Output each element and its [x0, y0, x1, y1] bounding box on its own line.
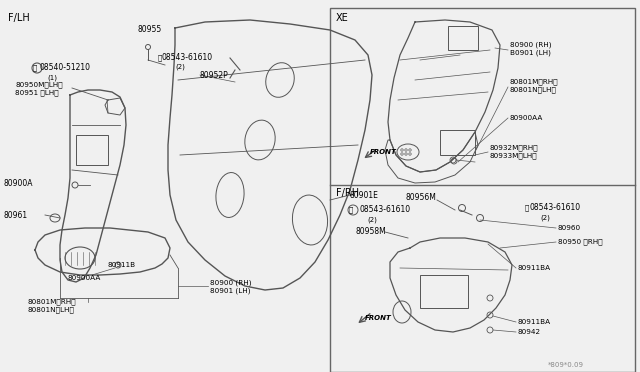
Text: 80801M＼RH＞: 80801M＼RH＞	[28, 299, 77, 305]
Text: 80952P: 80952P	[200, 71, 228, 80]
Text: (2): (2)	[175, 64, 185, 70]
Text: 80960: 80960	[558, 225, 581, 231]
Text: *809*0.09: *809*0.09	[548, 362, 584, 368]
Text: 80955: 80955	[138, 26, 163, 35]
Text: 80801M＼RH＞: 80801M＼RH＞	[510, 79, 559, 85]
Text: Ⓢ: Ⓢ	[33, 65, 37, 71]
Text: 80900 (RH): 80900 (RH)	[510, 42, 552, 48]
Text: 80900 (RH): 80900 (RH)	[210, 280, 252, 286]
Text: 80942: 80942	[518, 329, 541, 335]
Text: 80961: 80961	[3, 211, 27, 219]
Text: 80951 ＼LH＞: 80951 ＼LH＞	[15, 90, 59, 96]
Text: 80956M: 80956M	[405, 193, 436, 202]
Text: 08543-61610: 08543-61610	[360, 205, 411, 215]
Text: (1): (1)	[47, 75, 57, 81]
Text: 08543-61610: 08543-61610	[530, 203, 581, 212]
Text: XE: XE	[336, 13, 349, 23]
Text: 80911B: 80911B	[108, 262, 136, 268]
Text: Ⓢ: Ⓢ	[158, 55, 163, 61]
Text: 80900A: 80900A	[3, 179, 33, 187]
Text: 08540-51210: 08540-51210	[40, 64, 91, 73]
Text: 80911BA: 80911BA	[518, 265, 551, 271]
Text: 08543-61610: 08543-61610	[162, 54, 213, 62]
Text: (2): (2)	[367, 217, 377, 223]
Text: 80950 ＼RH＞: 80950 ＼RH＞	[558, 239, 603, 245]
Text: 80950M＼LH＞: 80950M＼LH＞	[15, 82, 63, 88]
Text: F/LH: F/LH	[8, 13, 29, 23]
Text: 80958M: 80958M	[355, 228, 386, 237]
Text: 80901E: 80901E	[350, 190, 379, 199]
Text: 80901 (LH): 80901 (LH)	[210, 288, 250, 294]
Text: 80900AA: 80900AA	[68, 275, 101, 281]
Text: 80801N＼LH＞: 80801N＼LH＞	[510, 87, 557, 93]
Text: 80801N＼LH＞: 80801N＼LH＞	[28, 307, 75, 313]
Text: FRONT: FRONT	[370, 149, 397, 155]
Text: 80911BA: 80911BA	[518, 319, 551, 325]
Text: F/RH: F/RH	[336, 188, 359, 198]
Text: Ⓢ: Ⓢ	[349, 207, 353, 213]
Text: (2): (2)	[540, 215, 550, 221]
Text: B0901 (LH): B0901 (LH)	[510, 50, 551, 56]
Text: Ⓢ: Ⓢ	[525, 205, 529, 211]
Text: 80932M＼RH＞: 80932M＼RH＞	[490, 145, 539, 151]
Text: 80900AA: 80900AA	[510, 115, 543, 121]
Text: FRONT: FRONT	[365, 315, 392, 321]
Text: 80933M＼LH＞: 80933M＼LH＞	[490, 153, 538, 159]
